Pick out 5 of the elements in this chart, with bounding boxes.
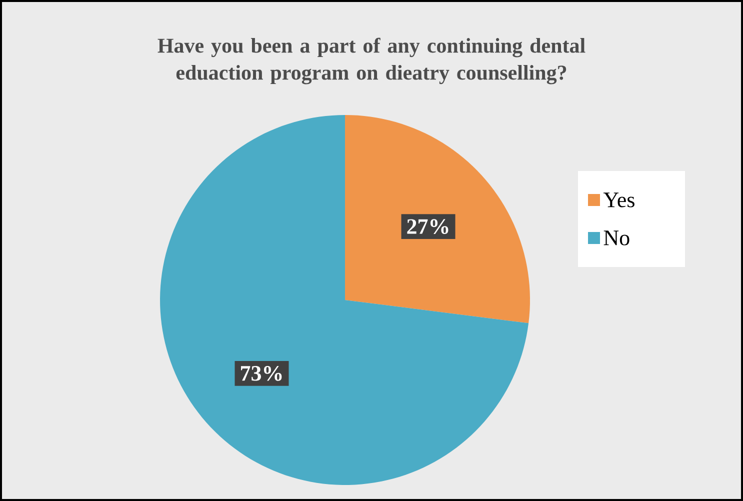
data-label: 73% [241, 366, 282, 381]
data-label: 27% [407, 219, 448, 234]
chart-title: Have you been a part of any continuing dental eduaction program on dieatry counselling? [158, 38, 586, 84]
legend-label: Yes [603, 192, 634, 208]
legend-label: No [604, 230, 630, 246]
